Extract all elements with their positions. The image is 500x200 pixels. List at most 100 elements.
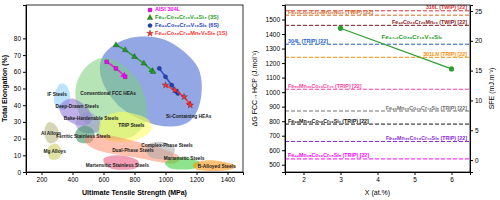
tick-label: 5 bbox=[475, 127, 479, 134]
data-point bbox=[150, 69, 156, 74]
tick: 1200 bbox=[190, 172, 205, 183]
tick: 1200 bbox=[266, 60, 285, 67]
tick-mark bbox=[470, 130, 473, 131]
tick-label: 600 bbox=[99, 176, 110, 183]
region-label: Deep-Drawn Steels bbox=[55, 104, 99, 109]
tick-label: 1000 bbox=[266, 89, 281, 96]
tick: 50 bbox=[14, 85, 26, 92]
plot-area bbox=[285, 11, 470, 159]
region-label: Complex-Phase Steels bbox=[141, 143, 193, 148]
legend-marker bbox=[148, 23, 152, 27]
y2-axis: 0510152025 bbox=[470, 6, 483, 173]
tick: 900 bbox=[269, 103, 285, 110]
data-point bbox=[157, 66, 161, 70]
tick-mark bbox=[470, 160, 473, 161]
tick: 1400 bbox=[266, 31, 285, 38]
trend-arrow bbox=[107, 62, 126, 77]
tick: 4 bbox=[376, 172, 380, 183]
reference-line bbox=[285, 15, 470, 16]
trend-arrow bbox=[166, 85, 191, 105]
y2-axis-title: SFE (mJ.m⁻²) bbox=[488, 68, 496, 110]
tick-mark bbox=[282, 136, 285, 137]
tick: 1500 bbox=[266, 16, 285, 23]
tick-label: 500 bbox=[269, 161, 280, 168]
tick-mark bbox=[23, 155, 26, 156]
tick-mark bbox=[282, 165, 285, 166]
tick-mark bbox=[135, 172, 136, 175]
plot-area bbox=[44, 37, 236, 171]
tick: 5 bbox=[470, 127, 479, 134]
tick-mark bbox=[23, 72, 26, 73]
data-point bbox=[113, 42, 119, 47]
tick-label: 6 bbox=[450, 176, 454, 183]
tick-label: 70 bbox=[14, 52, 22, 59]
tick: 1300 bbox=[266, 45, 285, 52]
legend-marker bbox=[148, 8, 152, 12]
x-axis-title: Ultimate Tensile Strength (MPa) bbox=[82, 189, 187, 197]
region bbox=[193, 160, 236, 171]
tick: 20 bbox=[14, 135, 26, 142]
plot-frame bbox=[26, 5, 243, 172]
tick: 5 bbox=[413, 172, 417, 183]
tick-mark bbox=[470, 100, 473, 101]
tick-label: 5 bbox=[413, 176, 417, 183]
tick: 1100 bbox=[266, 74, 285, 81]
reference-line bbox=[285, 158, 470, 159]
tick-mark bbox=[282, 49, 285, 50]
plot-frame bbox=[285, 5, 470, 172]
tick-mark bbox=[42, 172, 43, 175]
tick-label: 2 bbox=[302, 176, 306, 183]
tick: 10 bbox=[14, 152, 26, 159]
data-point bbox=[338, 26, 343, 31]
tick: 40 bbox=[14, 102, 26, 109]
reference-line-label: Fe₄₀Mn₂₀Co₂₀Cr₁₅Si₅ (TRIP) [22] bbox=[386, 105, 467, 111]
tick-mark bbox=[282, 92, 285, 93]
x-axis: 2 3 4 5 6 bbox=[286, 172, 471, 183]
tick-label: 200 bbox=[37, 176, 48, 183]
tick-mark bbox=[282, 150, 285, 151]
data-point bbox=[181, 93, 188, 99]
tick-label: 1500 bbox=[266, 16, 281, 23]
tick-label: 1400 bbox=[266, 31, 281, 38]
y-axis-title: ΔG FCC→HCP (J.mol⁻¹) bbox=[251, 51, 259, 127]
tick-label: 10 bbox=[475, 97, 483, 104]
region-label: Ferritic Stainless Steels bbox=[56, 134, 110, 139]
y-axis: 500600700800900100011001200130014001500 bbox=[266, 6, 286, 173]
legend-label: Fe₄₂Co₃₀Cr₁₀Mn₅V₅Si₈ (1S) bbox=[155, 30, 227, 36]
data-point bbox=[105, 60, 109, 64]
tick: 400 bbox=[68, 172, 79, 183]
reference-line bbox=[285, 89, 470, 90]
line-labels: 316L (TWIP) [22]Fe₂₀Co₂₀Cr₂₀Mn₂₀Ni₂₀ (TW… bbox=[288, 4, 467, 158]
chart-svg: Si-Containing HEAsConventional FCC HEAsI… bbox=[0, 0, 500, 200]
tick: 500 bbox=[269, 161, 285, 168]
tick: 200 bbox=[37, 172, 48, 183]
tick-mark bbox=[23, 38, 26, 39]
region-label: IF Steels bbox=[47, 92, 67, 97]
tick-label: 20 bbox=[14, 135, 22, 142]
tick-label: 0 bbox=[475, 157, 479, 164]
tick-label: 10 bbox=[14, 152, 22, 159]
data-point bbox=[449, 66, 454, 71]
tick-label: 1200 bbox=[190, 176, 205, 183]
tick: 600 bbox=[269, 147, 285, 154]
tick-label: 1000 bbox=[159, 176, 174, 183]
data-point bbox=[171, 87, 178, 93]
reference-line-label: Fe₄₅Mn₃₀Co₁₀Cr₁₀Si₅ (TRIP) [22] bbox=[386, 135, 467, 141]
tick: 70 bbox=[14, 52, 26, 59]
reference-line-label: Fe₄₀Co₂₀Cr₂₀Mn₂₀ (TWIP) [22] bbox=[392, 19, 467, 25]
tick-label: 3 bbox=[339, 176, 343, 183]
tick-label: 80 bbox=[14, 35, 22, 42]
tick: 30 bbox=[14, 118, 26, 125]
region-label: Martensitic Steels bbox=[164, 156, 205, 161]
legend-label: Fe₄₇Co₃₀Cr₁₀V₁₀Si₃ (3S) bbox=[155, 14, 219, 20]
reference-line-label: 304L (TRIP) [22] bbox=[288, 38, 328, 44]
tick-label: 4 bbox=[376, 176, 380, 183]
tick-mark bbox=[470, 11, 473, 12]
data-point bbox=[162, 82, 169, 88]
y-axis: 01020304050607080 bbox=[14, 6, 27, 176]
tick-label: 1200 bbox=[266, 60, 281, 67]
region-label: Dual-Phase Steels bbox=[112, 148, 154, 153]
region-labels: Si-Containing HEAsConventional FCC HEAsI… bbox=[41, 91, 236, 169]
tick-mark bbox=[23, 89, 26, 90]
legend: AISI 304LFe₄₇Co₃₀Cr₁₀V₁₀Si₃ (3S)Fe₄₄Co₃₀… bbox=[147, 6, 228, 36]
